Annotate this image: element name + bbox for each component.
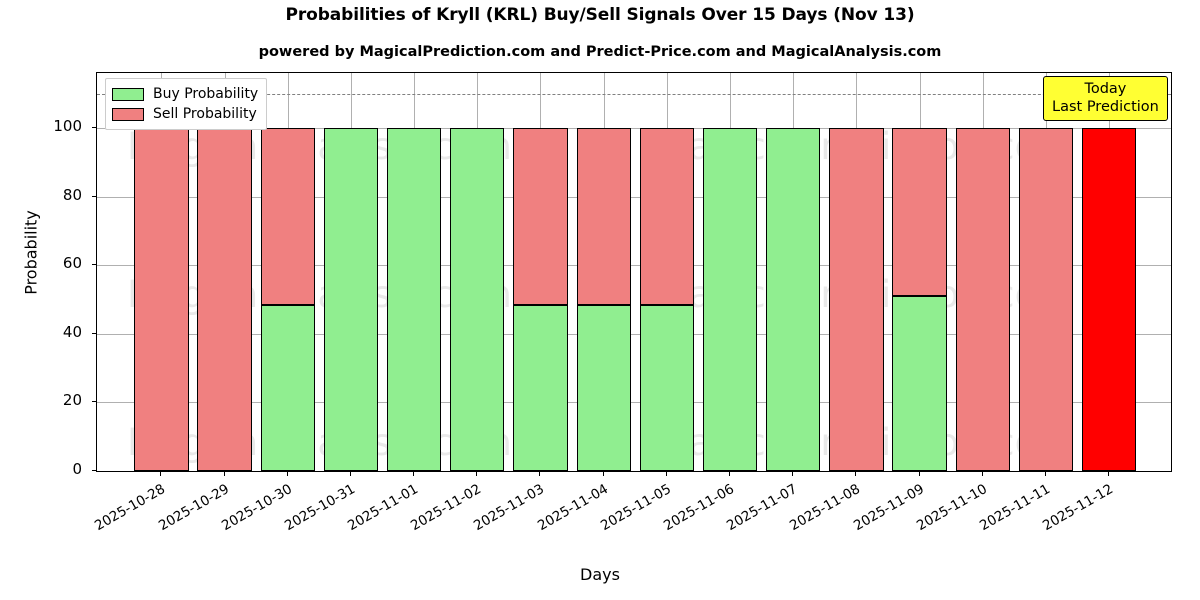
bar-segment-buy[interactable] [892, 296, 947, 471]
x-axis-tick-mark [287, 472, 288, 476]
today-annotation-line1: Today [1084, 81, 1127, 97]
bar-group[interactable] [134, 73, 189, 471]
legend-item[interactable]: Buy Probability [112, 84, 258, 104]
bar-segment-buy[interactable] [766, 127, 821, 471]
x-axis-tick-mark [539, 472, 540, 476]
y-axis-tick-mark [92, 401, 96, 403]
legend-swatch-sell-icon [112, 107, 144, 121]
x-axis-tick-mark [666, 472, 667, 476]
y-axis-tick-label: 0 [72, 460, 82, 478]
x-axis-tick-mark [855, 472, 856, 476]
bars-layer [97, 73, 1171, 471]
bar-group[interactable] [766, 73, 821, 471]
gridline-horizontal [97, 127, 1171, 129]
gridline-horizontal [97, 333, 1171, 335]
y-axis-tick-mark [92, 332, 96, 334]
y-axis-tick-label: 100 [53, 116, 82, 135]
bar-segment-buy[interactable] [576, 304, 631, 471]
y-axis-tick-mark [92, 470, 96, 471]
x-axis-tick-mark [729, 472, 730, 476]
legend-item[interactable]: Sell Probability [112, 104, 258, 124]
threshold-line [97, 93, 1171, 95]
bar-segment-sell[interactable] [639, 127, 694, 305]
x-axis-tick-mark [413, 472, 414, 476]
bar-segment-sell[interactable] [134, 127, 189, 471]
bar-group[interactable] [892, 73, 947, 471]
x-axis-tick-mark [224, 472, 225, 476]
bar-segment-buy[interactable] [260, 304, 315, 471]
legend-item-label: Buy Probability [153, 86, 259, 102]
y-axis-tick-mark [92, 126, 96, 128]
plot-area: MagicalAnalysis.comMagicalPrediction.com… [96, 72, 1172, 472]
y-axis-tick-label: 40 [62, 322, 82, 341]
bar-group[interactable] [639, 73, 694, 471]
bar-group[interactable] [323, 73, 379, 471]
chart-legend: Buy Probability Sell Probability [105, 78, 268, 130]
x-axis-tick-mark [919, 472, 920, 476]
gridline-horizontal [97, 265, 1171, 267]
bar-segment-sell[interactable] [1018, 127, 1074, 471]
bar-group[interactable] [576, 73, 631, 471]
x-axis-tick-mark [792, 472, 793, 476]
today-annotation: Today Last Prediction [1043, 76, 1168, 121]
bar-group[interactable] [197, 73, 252, 471]
bar-segment-sell[interactable] [197, 127, 252, 471]
bar-segment-sell[interactable] [576, 127, 631, 305]
bar-group[interactable] [1018, 73, 1074, 471]
y-axis-tick-label: 20 [62, 391, 82, 410]
today-annotation-line2: Last Prediction [1052, 99, 1159, 115]
x-axis-tick-mark [160, 472, 161, 476]
chart-subtitle: powered by MagicalPrediction.com and Pre… [258, 44, 942, 60]
bar-group[interactable] [513, 73, 568, 471]
bar-segment-buy[interactable] [639, 304, 694, 471]
gridline-horizontal [97, 196, 1171, 198]
x-axis-tick-mark [982, 472, 983, 476]
bar-segment-buy[interactable] [450, 127, 505, 471]
bar-segment-sell[interactable] [829, 127, 884, 471]
x-axis-tick-mark [476, 472, 477, 476]
bar-segment-sell[interactable] [513, 127, 568, 305]
bar-segment-buy[interactable] [386, 127, 442, 471]
bar-group[interactable] [260, 73, 315, 471]
legend-swatch-buy-icon [112, 87, 144, 101]
y-axis-tick-mark [92, 195, 96, 197]
bar-segment-sell[interactable] [955, 127, 1010, 471]
bar-group[interactable] [702, 73, 758, 471]
legend-item-label: Sell Probability [153, 106, 257, 122]
gridline-horizontal [97, 402, 1171, 404]
bar-group[interactable] [955, 73, 1010, 471]
x-axis-tick-mark [350, 472, 351, 476]
bar-segment-buy[interactable] [702, 127, 758, 471]
y-axis-tick-label: 80 [62, 185, 82, 204]
y-axis-tick-mark [92, 264, 96, 266]
x-axis-tick-mark [1045, 472, 1046, 476]
bar-segment-sell[interactable] [1081, 127, 1137, 471]
bar-segment-buy[interactable] [323, 127, 379, 471]
x-axis-label: Days [580, 565, 620, 584]
bar-group[interactable] [386, 73, 442, 471]
x-axis-tick-mark [1108, 472, 1109, 476]
bar-segment-buy[interactable] [513, 304, 568, 471]
chart-title: Probabilities of Kryll (KRL) Buy/Sell Si… [285, 5, 915, 25]
bar-group[interactable] [1081, 73, 1137, 471]
bar-group[interactable] [829, 73, 884, 471]
y-axis-tick-label: 60 [62, 254, 82, 273]
y-axis-label: Probability [21, 210, 41, 295]
bar-segment-sell[interactable] [892, 127, 947, 297]
bar-group[interactable] [450, 73, 505, 471]
bar-segment-sell[interactable] [260, 127, 315, 305]
x-axis-tick-mark [603, 472, 604, 476]
